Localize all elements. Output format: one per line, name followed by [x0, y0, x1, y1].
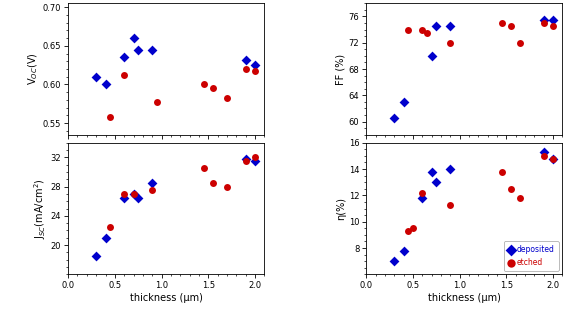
deposited — [148, 48, 157, 53]
deposited — [390, 116, 399, 121]
deposited — [241, 57, 250, 62]
etched — [120, 73, 129, 78]
etched — [208, 180, 218, 185]
deposited — [417, 196, 427, 201]
etched — [148, 188, 157, 193]
deposited — [129, 191, 138, 197]
etched — [417, 27, 427, 32]
etched — [516, 40, 525, 45]
deposited — [120, 55, 129, 60]
Y-axis label: J$_{SC}$(mA/cm$^{2}$): J$_{SC}$(mA/cm$^{2}$) — [32, 178, 48, 239]
Y-axis label: η(%): η(%) — [336, 197, 346, 220]
deposited — [427, 169, 436, 174]
deposited — [91, 74, 101, 79]
etched — [549, 24, 558, 29]
etched — [497, 20, 506, 26]
etched — [106, 224, 115, 229]
X-axis label: thickness (μm): thickness (μm) — [130, 293, 203, 303]
deposited — [120, 195, 129, 200]
etched — [222, 184, 231, 189]
etched — [417, 190, 427, 195]
etched — [222, 96, 231, 101]
etched — [404, 27, 413, 32]
etched — [408, 226, 417, 231]
etched — [539, 153, 548, 159]
etched — [120, 191, 129, 197]
deposited — [129, 35, 138, 41]
etched — [241, 66, 250, 71]
etched — [423, 30, 432, 35]
deposited — [101, 82, 110, 87]
etched — [106, 115, 115, 120]
deposited — [133, 47, 143, 52]
deposited — [250, 159, 260, 164]
deposited — [390, 259, 399, 264]
etched — [250, 68, 260, 73]
deposited — [241, 156, 250, 161]
deposited — [432, 24, 441, 29]
etched — [199, 82, 208, 87]
X-axis label: thickness (μm): thickness (μm) — [428, 293, 501, 303]
etched — [199, 166, 208, 171]
etched — [250, 155, 260, 160]
etched — [516, 196, 525, 201]
etched — [404, 228, 413, 234]
Y-axis label: V$_{OC}$(V): V$_{OC}$(V) — [26, 53, 40, 85]
etched — [549, 156, 558, 161]
deposited — [446, 167, 455, 172]
etched — [507, 24, 516, 29]
etched — [507, 186, 516, 191]
Legend: deposited, etched: deposited, etched — [504, 241, 558, 271]
etched — [446, 202, 455, 207]
etched — [497, 169, 506, 174]
deposited — [133, 195, 143, 200]
deposited — [250, 63, 260, 68]
deposited — [549, 17, 558, 22]
deposited — [101, 235, 110, 240]
etched — [446, 40, 455, 45]
etched — [129, 191, 138, 197]
etched — [539, 20, 548, 26]
Y-axis label: FF (%): FF (%) — [336, 54, 346, 85]
deposited — [91, 254, 101, 259]
deposited — [148, 180, 157, 185]
deposited — [427, 53, 436, 58]
etched — [208, 85, 218, 90]
deposited — [399, 99, 408, 104]
deposited — [539, 17, 548, 22]
etched — [152, 100, 161, 105]
deposited — [432, 180, 441, 185]
deposited — [446, 24, 455, 29]
etched — [241, 159, 250, 164]
deposited — [539, 149, 548, 154]
deposited — [399, 248, 408, 253]
deposited — [549, 156, 558, 161]
